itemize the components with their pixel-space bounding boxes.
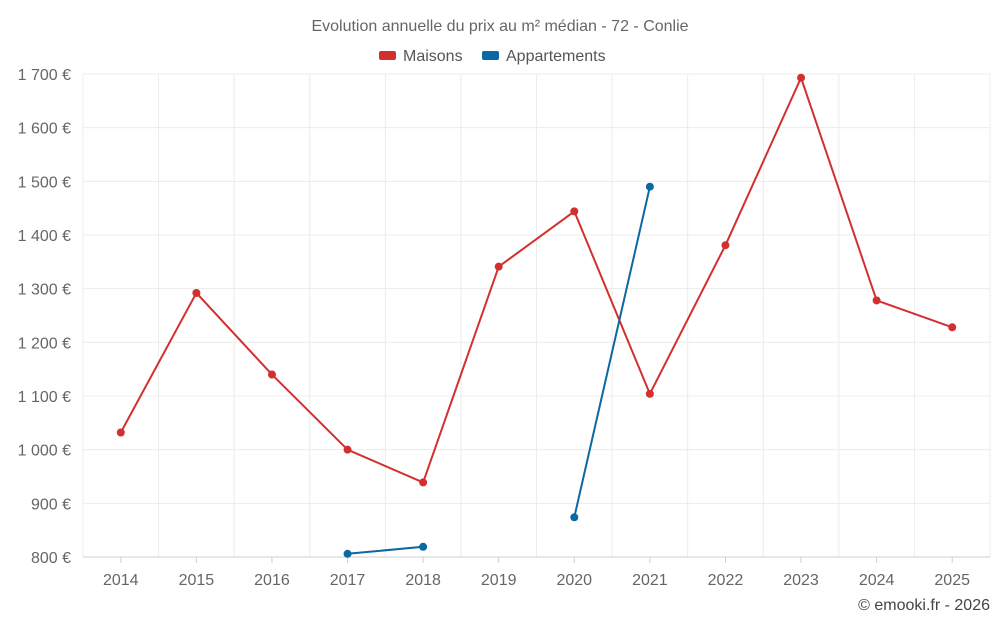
- legend-swatch-maisons: [379, 51, 396, 60]
- y-tick-label: 1 300 €: [18, 282, 71, 299]
- data-point-maisons[interactable]: [116, 428, 125, 437]
- data-point-maisons[interactable]: [192, 288, 201, 297]
- data-point-appartements[interactable]: [645, 182, 654, 191]
- y-tick-label: 900 €: [31, 496, 71, 513]
- series-line-maisons: [119, 76, 953, 484]
- x-tick-label: 2025: [934, 572, 970, 589]
- data-point-appartements[interactable]: [419, 542, 428, 551]
- x-tick-label: 2021: [632, 572, 668, 589]
- x-tick-label: 2022: [708, 572, 744, 589]
- y-tick-label: 1 600 €: [18, 121, 71, 138]
- x-tick-label: 2020: [556, 572, 592, 589]
- y-tick-label: 800 €: [31, 550, 71, 567]
- data-point-maisons[interactable]: [948, 323, 957, 332]
- legend-item-maisons[interactable]: Maisons: [379, 48, 463, 65]
- y-tick-label: 1 400 €: [18, 228, 71, 245]
- chart-title: Evolution annuelle du prix au m² médian …: [311, 18, 688, 35]
- series: [116, 73, 957, 558]
- legend-label-maisons: Maisons: [403, 48, 463, 65]
- x-tick-label: 2014: [103, 572, 139, 589]
- data-point-maisons[interactable]: [570, 207, 579, 216]
- x-tick-label: 2015: [179, 572, 215, 589]
- data-point-maisons[interactable]: [419, 478, 428, 487]
- y-tick-label: 1 000 €: [18, 443, 71, 460]
- x-tick-label: 2019: [481, 572, 517, 589]
- x-tick-label: 2024: [859, 572, 895, 589]
- data-point-appartements[interactable]: [570, 513, 579, 522]
- axes: 800 € 900 € 1 000 € 1 100 € 1 200 € 1 300 € 1 …: [18, 67, 990, 589]
- grid: [82, 73, 991, 558]
- data-point-maisons[interactable]: [645, 389, 654, 398]
- y-tick-label: 1 100 €: [18, 389, 71, 406]
- data-point-maisons[interactable]: [494, 262, 503, 271]
- data-point-maisons[interactable]: [267, 370, 276, 379]
- data-point-maisons[interactable]: [797, 73, 806, 82]
- legend-item-appartements[interactable]: Appartements: [482, 48, 606, 65]
- y-tick-label: 1 200 €: [18, 335, 71, 352]
- x-tick-label: 2023: [783, 572, 819, 589]
- legend-swatch-appartements: [482, 51, 499, 60]
- legend: Maisons Appartements: [379, 48, 606, 65]
- x-tick-label: 2016: [254, 572, 290, 589]
- data-point-appartements[interactable]: [343, 549, 352, 558]
- y-tick-label: 1 700 €: [18, 67, 71, 84]
- series-line-appartements: [573, 186, 651, 518]
- x-tick-label: 2017: [330, 572, 366, 589]
- data-point-maisons[interactable]: [872, 296, 881, 305]
- series-line-appartements: [347, 545, 424, 555]
- y-tick-label: 1 500 €: [18, 174, 71, 191]
- series-maisons: [116, 73, 957, 487]
- data-point-maisons[interactable]: [343, 445, 352, 454]
- data-point-maisons[interactable]: [721, 241, 730, 250]
- legend-label-appartements: Appartements: [506, 48, 606, 65]
- series-appartements: [343, 182, 654, 558]
- credit-text: © emooki.fr - 2026: [858, 597, 990, 614]
- x-tick-label: 2018: [405, 572, 441, 589]
